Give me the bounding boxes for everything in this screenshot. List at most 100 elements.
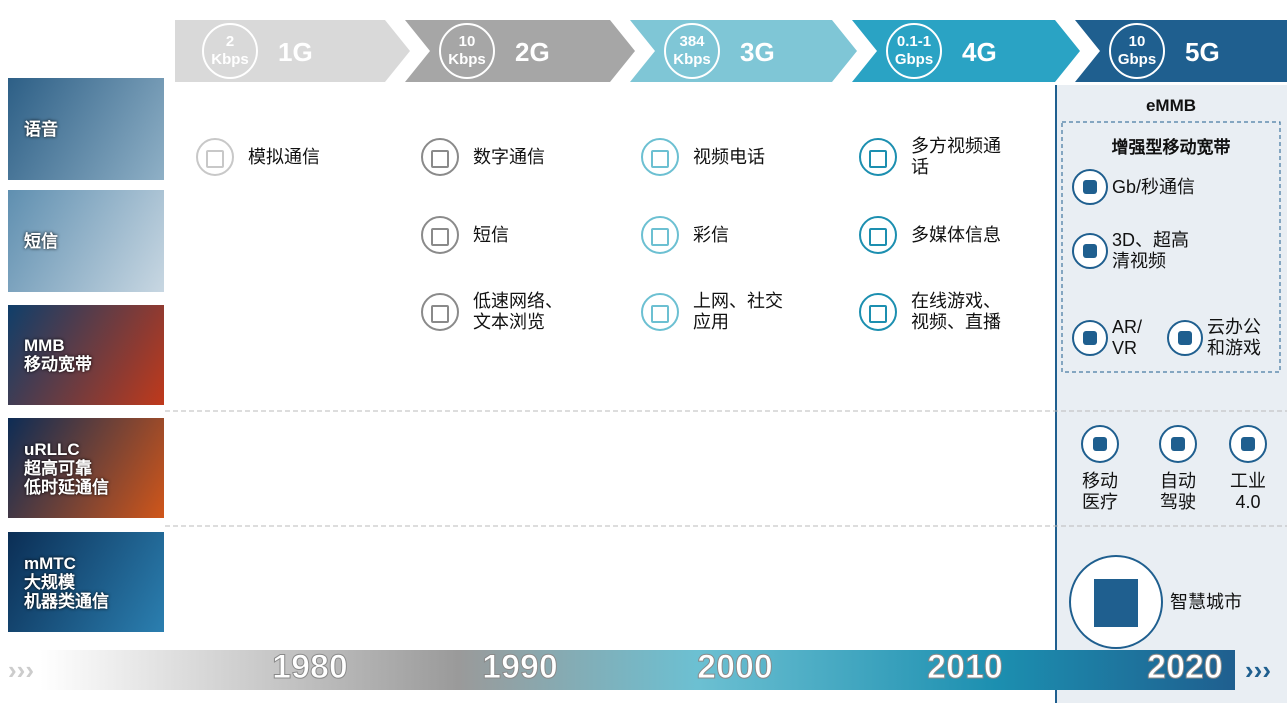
embb-title: eMMB (1055, 96, 1287, 116)
embb-icon (1072, 233, 1108, 269)
text-line: uRLLC (24, 440, 164, 459)
text-line: 4.0 (1208, 492, 1287, 513)
text-line: 云办公 (1207, 317, 1261, 338)
service-icon (421, 216, 459, 254)
service-icon (859, 216, 897, 254)
text-line: 自动 (1138, 471, 1218, 492)
service-icon (859, 293, 897, 331)
use-case-tile: 短信 (8, 190, 164, 292)
speed-unit: Gbps (1118, 51, 1156, 68)
text-line: 智慧城市 (1170, 592, 1242, 613)
text-line: 视频、直播 (911, 312, 1001, 333)
text-line: 低速网络、 (473, 291, 563, 312)
embb-icon (1167, 320, 1203, 356)
text-line: 视频电话 (693, 147, 765, 168)
speed-unit: Gbps (895, 51, 933, 68)
service-icon (859, 138, 897, 176)
embb-label: 3D、超高清视频 (1112, 230, 1189, 272)
service-icon (641, 138, 679, 176)
text-line: 彩信 (693, 225, 729, 246)
embb-label: AR/VR (1112, 317, 1142, 359)
text-line: 驾驶 (1138, 492, 1218, 513)
text-line: 多方视频通 (911, 136, 1001, 157)
urllc-label: 移动医疗 (1060, 471, 1140, 513)
text-line: 语音 (24, 120, 164, 139)
text-line: 工业 (1208, 471, 1287, 492)
service-label: 模拟通信 (248, 147, 320, 168)
timeline-bar (40, 650, 1235, 690)
text-line: 医疗 (1060, 492, 1140, 513)
speed-value: 384 (679, 33, 705, 50)
service-label: 低速网络、文本浏览 (473, 291, 563, 333)
service-label: 多方视频通话 (911, 136, 1001, 178)
speed-unit: Kbps (211, 51, 249, 68)
speed-unit: Kbps (448, 51, 486, 68)
text-line: MMB (24, 336, 164, 355)
text-line: AR/ (1112, 317, 1142, 338)
urllc-icon (1229, 425, 1267, 463)
embb-label: 云办公和游戏 (1207, 317, 1261, 359)
text-line: 模拟通信 (248, 147, 320, 168)
text-line: 和游戏 (1207, 338, 1261, 359)
service-label: 数字通信 (473, 147, 545, 168)
service-label: 上网、社交应用 (693, 291, 783, 333)
embb-icon (1072, 169, 1108, 205)
service-icon (421, 138, 459, 176)
year: 1990 (475, 648, 565, 687)
generation-name: 2G (515, 37, 550, 67)
speed-value: 0.1-1 (897, 33, 931, 50)
speed-value: 10 (1129, 33, 1146, 50)
service-icon (641, 293, 679, 331)
embb-label: Gb/秒通信 (1112, 177, 1195, 198)
mmtc-icon (1069, 555, 1163, 649)
page: ››› ››› 2Kbps1G10Kbps2G384Kbps3G0.1-1Gbp… (0, 0, 1287, 703)
text-line: 在线游戏、 (911, 291, 1001, 312)
urllc-label: 自动驾驶 (1138, 471, 1218, 513)
service-icon (421, 293, 459, 331)
text-line: 短信 (473, 225, 509, 246)
text-line: VR (1112, 338, 1142, 359)
chevrons: ››› (1245, 655, 1271, 685)
text-line: 低时延通信 (24, 478, 164, 497)
text-line: 3D、超高 (1112, 230, 1189, 251)
year: 2000 (690, 648, 780, 687)
text-line: 机器类通信 (24, 592, 164, 611)
urllc-icon (1081, 425, 1119, 463)
year: 2010 (920, 648, 1010, 687)
embb-subtitle: 增强型移动宽带 (1055, 133, 1287, 158)
use-case-tile: 语音 (8, 78, 164, 180)
text-line: 文本浏览 (473, 312, 563, 333)
service-label: 视频电话 (693, 147, 765, 168)
service-label: 短信 (473, 225, 509, 246)
text-line: 大规模 (24, 573, 164, 592)
text-line: 短信 (24, 232, 164, 251)
service-label: 多媒体信息 (911, 225, 1001, 246)
text-line: Gb/秒通信 (1112, 177, 1195, 198)
text-line: 超高可靠 (24, 459, 164, 478)
text-line: 清视频 (1112, 251, 1189, 272)
generation-name: 4G (962, 37, 997, 67)
urllc-icon (1159, 425, 1197, 463)
text-line: 话 (911, 157, 1001, 178)
text-line: 数字通信 (473, 147, 545, 168)
speed-value: 10 (459, 33, 476, 50)
text-line: 应用 (693, 312, 783, 333)
service-icon (196, 138, 234, 176)
year: 1980 (265, 648, 355, 687)
text-line: 多媒体信息 (911, 225, 1001, 246)
embb-icon (1072, 320, 1108, 356)
year: 2020 (1140, 648, 1230, 687)
mmtc-label: 智慧城市 (1170, 592, 1242, 613)
generation-arrow (1075, 20, 1287, 82)
generation-name: 3G (740, 37, 775, 67)
generation-name: 1G (278, 37, 313, 67)
service-label: 彩信 (693, 225, 729, 246)
text-line: mMTC (24, 554, 164, 573)
text-line: 移动 (1060, 471, 1140, 492)
text-line: 上网、社交 (693, 291, 783, 312)
speed-value: 2 (226, 33, 234, 50)
